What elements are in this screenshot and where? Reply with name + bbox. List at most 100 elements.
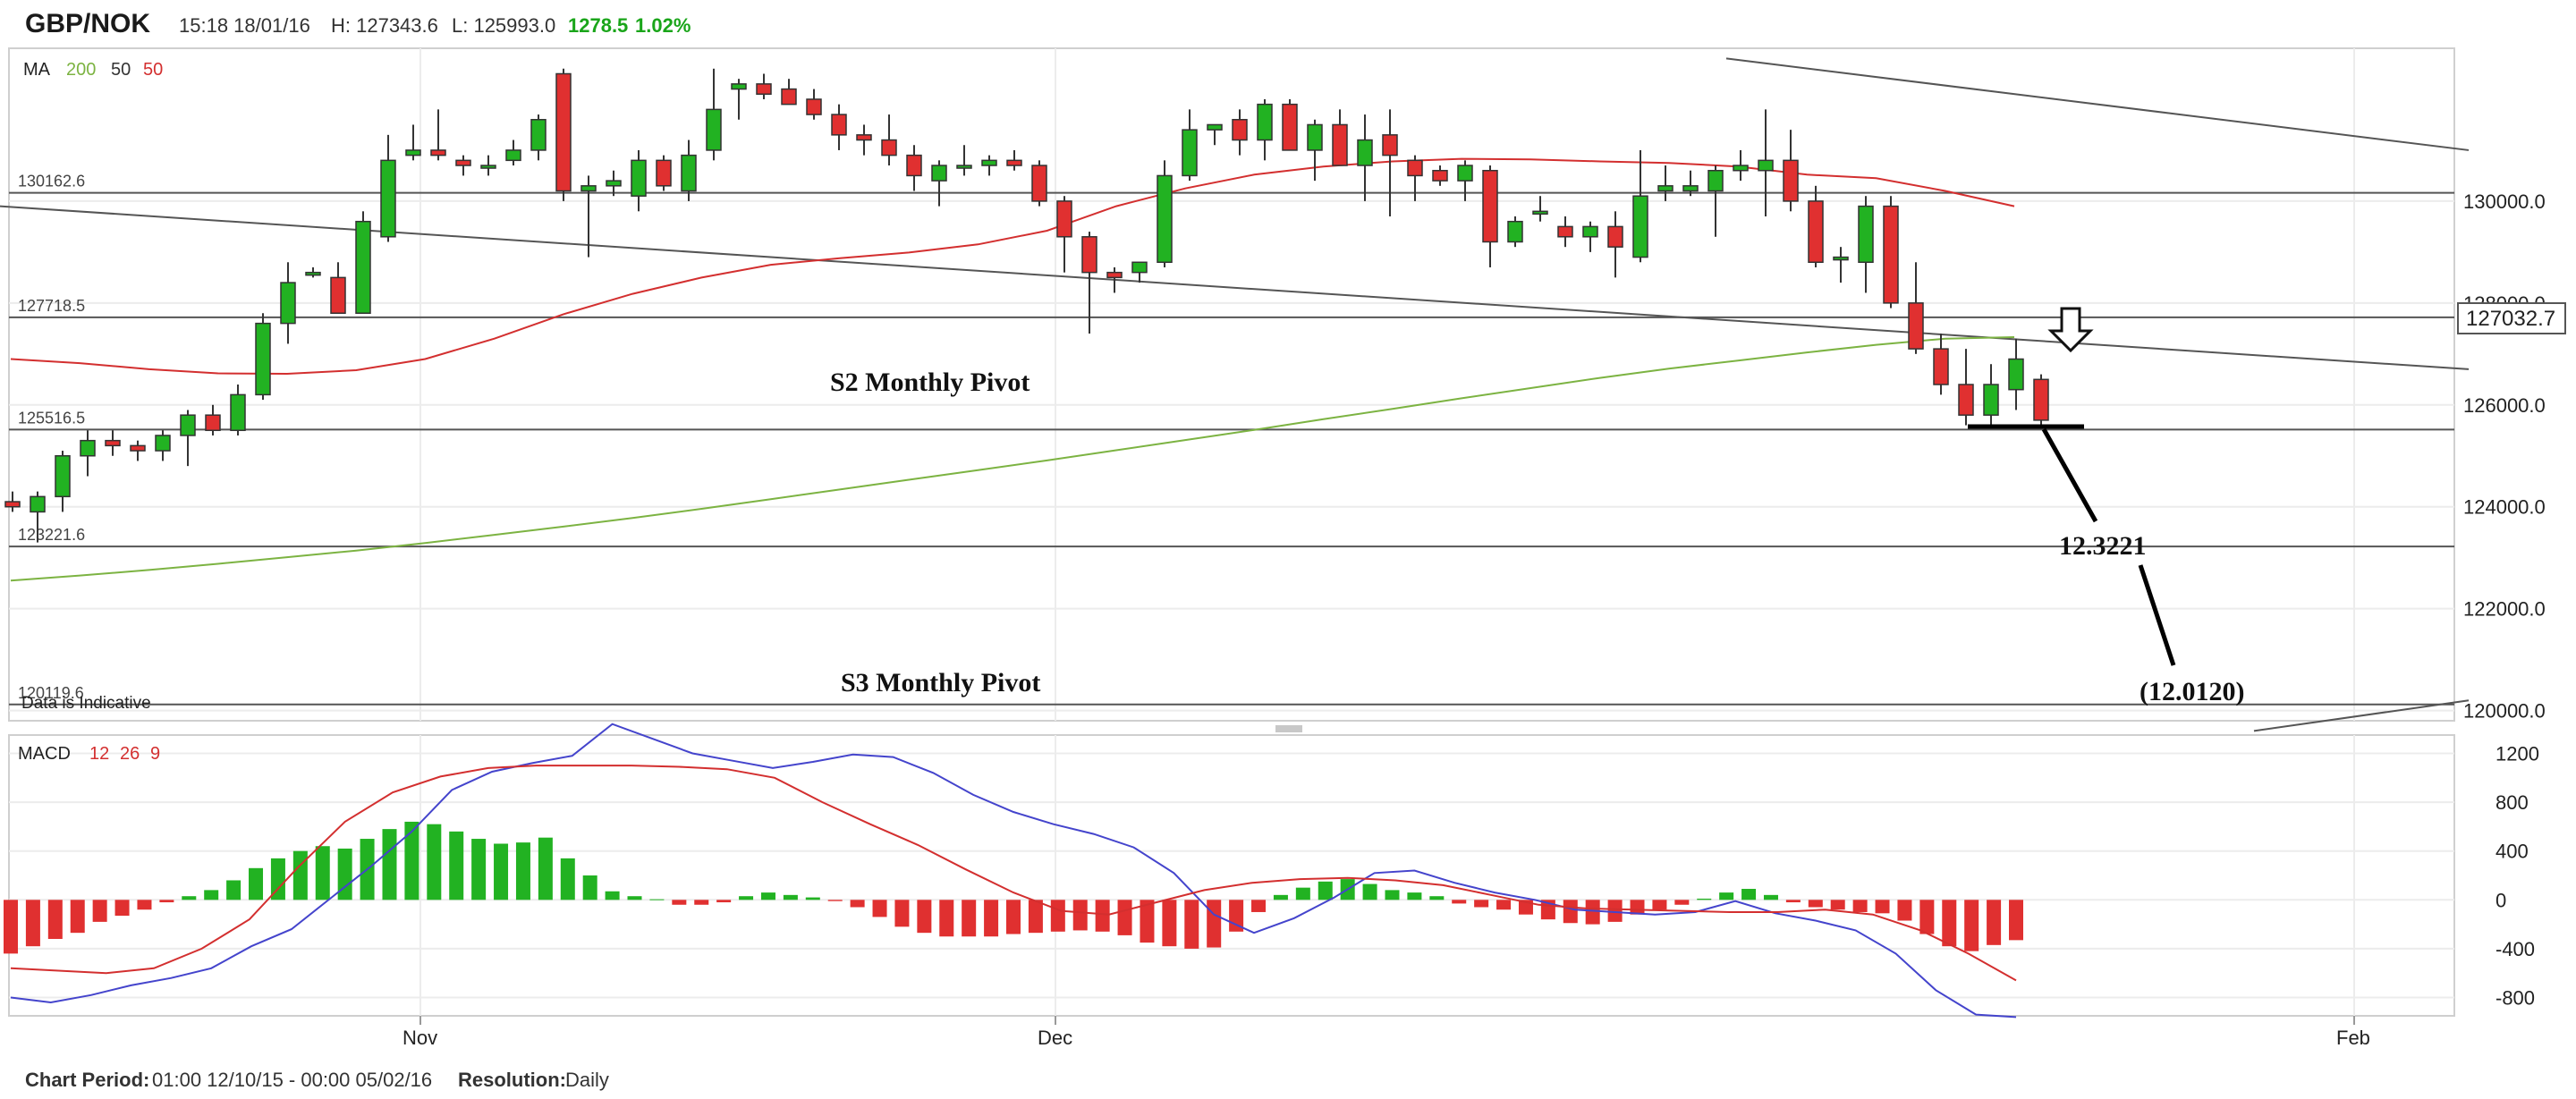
- candle: [856, 124, 872, 156]
- candle: [1883, 196, 1899, 309]
- panel-resize-handle[interactable]: [1275, 725, 1302, 732]
- candle-body: [1607, 225, 1623, 248]
- candle: [781, 79, 797, 106]
- macd-histogram-bar: [1251, 900, 1267, 912]
- candle-body: [380, 159, 396, 238]
- candle-body: [1432, 169, 1448, 182]
- price-tick-label: 120000.0: [2463, 700, 2546, 723]
- candle: [881, 114, 897, 166]
- macd-histogram-bar: [70, 900, 85, 934]
- macd-histogram: [4, 821, 2023, 954]
- macd-histogram-bar: [427, 824, 442, 900]
- price-panel: 130162.6 127718.5 125516.5 123221.6 120119.6…: [0, 47, 2546, 732]
- macd-histogram-bar: [1362, 883, 1377, 900]
- macd-histogram-bar: [270, 858, 285, 900]
- candle: [255, 313, 271, 401]
- macd-legend-label: MACD: [18, 744, 71, 764]
- candle: [4, 491, 21, 512]
- macd-histogram-bar: [382, 829, 397, 900]
- candle-body: [1783, 159, 1799, 202]
- symbol-title: GBP/NOK: [25, 9, 150, 38]
- macd-histogram-bar: [1006, 900, 1021, 934]
- candle: [1382, 109, 1398, 216]
- ma-legend-200: 200: [66, 60, 96, 80]
- candle-body: [1382, 134, 1398, 156]
- macd-histogram-bar: [1318, 881, 1333, 900]
- macd-histogram-bar: [1273, 894, 1288, 900]
- candle: [1207, 123, 1223, 146]
- candle: [1282, 98, 1298, 151]
- macd-histogram-bar: [137, 900, 152, 910]
- candle-body: [180, 414, 196, 436]
- candle: [1557, 216, 1573, 248]
- time-tick-label: Dec: [1038, 1027, 1072, 1049]
- candle-body: [1958, 384, 1974, 416]
- candle-body: [856, 134, 872, 141]
- candle: [1933, 334, 1949, 395]
- macd-histogram-bar: [1741, 889, 1757, 900]
- candle: [1457, 160, 1473, 201]
- candle: [1632, 149, 1648, 263]
- resolution-value: Daily: [565, 1069, 609, 1091]
- candle: [1607, 211, 1623, 278]
- macd-histogram-bar: [515, 842, 530, 900]
- macd-histogram-bar: [204, 890, 219, 900]
- macd-panel-frame: [8, 734, 2455, 1017]
- signal-line: [10, 765, 2017, 982]
- macd-tick-label: -800: [2496, 987, 2535, 1010]
- candle-body: [80, 439, 96, 457]
- macd-histogram-bar: [292, 850, 308, 900]
- candle: [155, 430, 171, 461]
- candle-body: [1833, 256, 1849, 261]
- candle-body: [505, 149, 521, 162]
- candle-body: [1858, 205, 1874, 264]
- candle: [1332, 109, 1348, 166]
- candle-body: [405, 149, 421, 156]
- s3-pivot-label: S3 Monthly Pivot: [841, 668, 1040, 697]
- candle-body: [831, 114, 847, 136]
- macd-histogram-bar: [694, 900, 709, 905]
- candle-body: [455, 159, 471, 166]
- macd-histogram-bar: [182, 896, 197, 900]
- ma-legend-label: MA: [23, 60, 51, 80]
- candle: [1682, 170, 1699, 197]
- macd-histogram-bar: [1429, 896, 1445, 900]
- candle-body: [1983, 384, 1999, 416]
- disclaimer-text: Data is Indicative: [21, 694, 151, 713]
- candle: [30, 491, 46, 543]
- change-value: 1278.5: [568, 14, 628, 37]
- macd-histogram-bar: [917, 900, 932, 934]
- macd-histogram-bar: [894, 900, 910, 927]
- macd-histogram-bar: [1585, 900, 1600, 925]
- price-panel-frame: [8, 47, 2455, 722]
- macd-histogram-bar: [627, 896, 642, 900]
- candle: [806, 89, 822, 120]
- macd-histogram-bar: [1496, 900, 1512, 910]
- candle-body: [1808, 200, 1824, 264]
- candle: [606, 170, 622, 197]
- macd-histogram-bar: [1385, 890, 1400, 900]
- candle-body: [1232, 119, 1248, 141]
- candle: [1131, 261, 1148, 283]
- candle: [405, 124, 421, 161]
- macd-histogram-bar: [159, 900, 174, 903]
- candle: [1357, 114, 1373, 201]
- macd-histogram-bar: [1942, 900, 1957, 947]
- candle: [731, 79, 747, 120]
- candle-body: [1507, 220, 1523, 243]
- macd-histogram-bar: [1607, 900, 1623, 922]
- candle: [831, 104, 847, 150]
- candle: [906, 145, 922, 191]
- macd-histogram-bar: [1897, 900, 1912, 921]
- candle-body: [155, 435, 171, 452]
- candle-body: [1707, 169, 1724, 192]
- macd-histogram-bar: [1674, 900, 1690, 905]
- macd-tick-label: 800: [2496, 791, 2529, 814]
- candle-body: [1106, 271, 1123, 279]
- candle-body: [1357, 139, 1373, 166]
- macd-histogram-bar: [315, 846, 330, 900]
- macd-histogram-bar: [1452, 900, 1467, 904]
- candle: [1657, 165, 1674, 201]
- macd-histogram-bar: [984, 900, 999, 937]
- candle-body: [1006, 159, 1022, 166]
